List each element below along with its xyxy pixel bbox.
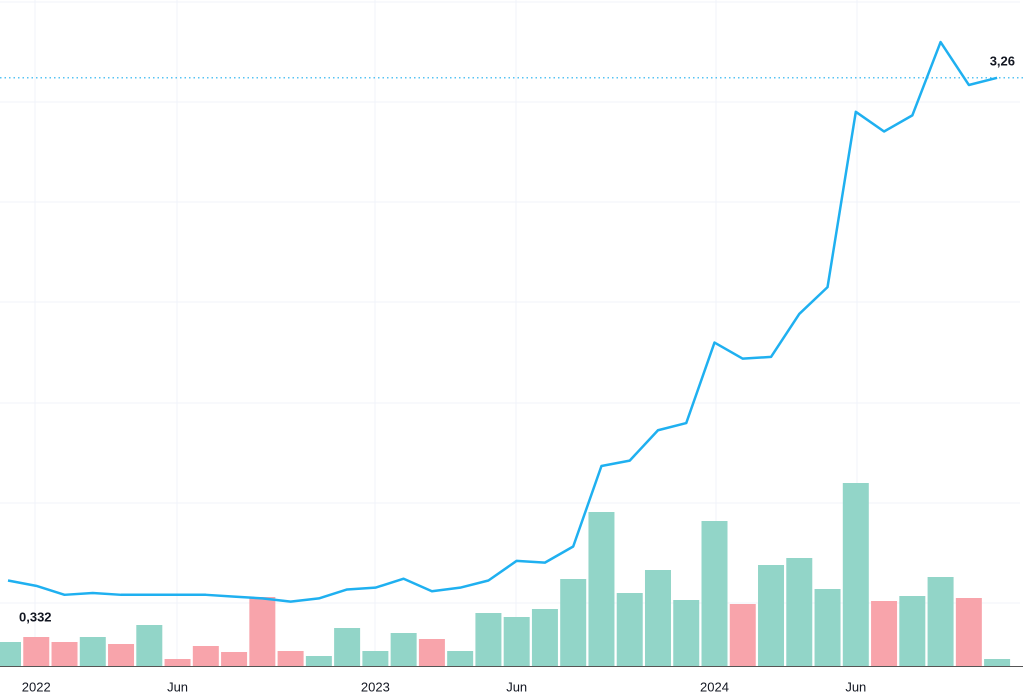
volume-bar: [164, 659, 191, 666]
volume-bar: [899, 596, 926, 666]
volume-bar: [108, 644, 135, 666]
x-tick-label: 2024: [700, 679, 729, 694]
min-price-label: 0,332: [19, 609, 52, 624]
volume-bar: [531, 609, 558, 666]
volume-bar: [447, 651, 474, 666]
volume-bar: [616, 593, 643, 666]
volume-bar: [786, 558, 813, 666]
volume-bar: [814, 589, 841, 666]
volume-bar: [927, 577, 954, 666]
volume-bar: [334, 628, 361, 666]
volume-bar: [390, 633, 417, 666]
volume-bar: [560, 579, 587, 666]
x-tick-label: 2022: [22, 679, 51, 694]
volume-bar: [249, 597, 276, 666]
x-tick-label: 2023: [361, 679, 390, 694]
volume-bar: [23, 637, 50, 666]
volume-bar: [588, 512, 615, 666]
volume-bar: [729, 604, 756, 666]
volume-bar: [362, 651, 389, 666]
x-tick-label: Jun: [506, 679, 527, 694]
volume-bar: [305, 656, 332, 666]
volume-bar: [0, 642, 21, 666]
last-price-label: 3,26: [990, 53, 1015, 68]
volume-bar: [758, 565, 785, 666]
volume-bar: [842, 483, 869, 666]
volume-bar: [277, 651, 304, 666]
volume-bar: [475, 613, 502, 666]
volume-bar: [701, 521, 728, 666]
volume-bar: [955, 598, 982, 666]
volume-bar: [79, 637, 106, 666]
x-tick-label: Jun: [845, 679, 866, 694]
volume-bar: [221, 652, 248, 666]
volume-bar: [673, 600, 700, 666]
volume-bar: [418, 639, 445, 666]
volume-bar: [503, 617, 530, 666]
volume-bar: [644, 570, 671, 666]
volume-bar: [871, 601, 898, 666]
volume-bar: [984, 659, 1011, 666]
volume-bar: [51, 642, 78, 666]
volume-bar: [192, 646, 219, 666]
price-line: [7, 40, 998, 603]
volume-bar: [136, 625, 163, 666]
x-tick-label: Jun: [167, 679, 188, 694]
